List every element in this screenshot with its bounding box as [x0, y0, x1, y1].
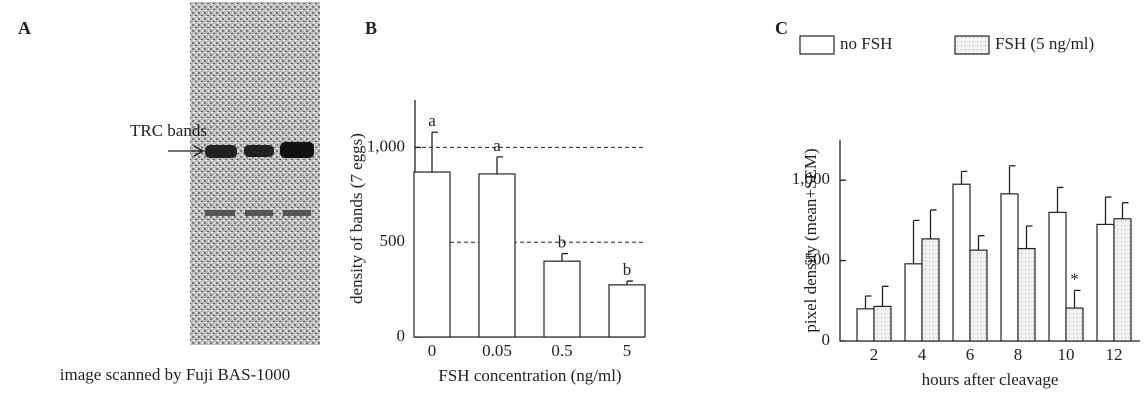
annotation: a: [428, 111, 436, 130]
bar: [1066, 308, 1083, 341]
x-tick-label: 6: [966, 345, 975, 364]
arrow: [168, 146, 203, 156]
error-bar: [1027, 226, 1033, 249]
error-bar: [1075, 290, 1081, 308]
annotation: a: [493, 136, 501, 155]
bar: [874, 306, 891, 341]
error-bar: [1106, 197, 1112, 224]
error-bar: [1010, 166, 1016, 194]
legend-swatch: [955, 36, 989, 54]
panel-label: A: [18, 18, 31, 38]
bar: [544, 261, 580, 337]
error-bar: [562, 254, 568, 262]
bar: [1018, 249, 1035, 341]
figure: A TRC bands image scanned by Fuji BAS-10…: [0, 0, 1144, 393]
bar: [414, 172, 450, 337]
bar: [1114, 219, 1131, 341]
x-tick-label: 2: [870, 345, 879, 364]
annotation: b: [623, 260, 632, 279]
error-bar: [931, 210, 937, 239]
annotation: *: [1070, 269, 1079, 288]
y-axis-label: density of bands (7 eggs): [347, 133, 366, 304]
x-axis-label: FSH concentration (ng/ml): [438, 366, 621, 385]
legend-swatch: [800, 36, 834, 54]
bar: [970, 250, 987, 341]
bar: [479, 174, 515, 337]
bar: [1001, 194, 1018, 341]
x-axis-label: hours after cleavage: [922, 370, 1059, 389]
bar: [905, 264, 922, 341]
error-bar: [1123, 203, 1129, 219]
bar: [922, 239, 939, 341]
error-bar: [979, 236, 985, 250]
band-annotation: TRC bands: [130, 121, 207, 140]
bar: [1049, 212, 1066, 341]
x-tick-label: 12: [1106, 345, 1123, 364]
x-tick-label: 0: [428, 341, 437, 360]
bar: [1097, 224, 1114, 341]
y-tick-label: 0: [397, 326, 406, 345]
x-tick-label: 4: [918, 345, 927, 364]
y-tick-label: 1,000: [367, 136, 405, 155]
bar: [609, 285, 645, 337]
x-tick-label: 0.5: [551, 341, 572, 360]
x-tick-label: 8: [1014, 345, 1023, 364]
bar: [953, 184, 970, 341]
legend-label: no FSH: [840, 34, 892, 53]
caption: image scanned by Fuji BAS-1000: [60, 365, 290, 384]
error-bar: [962, 171, 968, 184]
error-bar: [432, 132, 438, 172]
x-tick-label: 0.05: [482, 341, 512, 360]
error-bar: [497, 157, 503, 174]
y-tick-label: 1,000: [792, 169, 830, 188]
x-tick-label: 5: [623, 341, 632, 360]
panel-label: C: [775, 18, 788, 38]
y-tick-label: 500: [805, 250, 831, 269]
legend-label: FSH (5 ng/ml): [995, 34, 1094, 53]
error-bar: [883, 286, 889, 306]
error-bar: [1058, 187, 1064, 212]
error-bar: [914, 220, 920, 263]
annotation: b: [558, 232, 567, 251]
y-tick-label: 500: [380, 231, 406, 250]
x-tick-label: 10: [1058, 345, 1075, 364]
y-tick-label: 0: [822, 330, 831, 349]
error-bar: [866, 296, 872, 309]
panel-label: B: [365, 18, 377, 38]
bar: [857, 309, 874, 341]
gel-image: [190, 2, 320, 345]
